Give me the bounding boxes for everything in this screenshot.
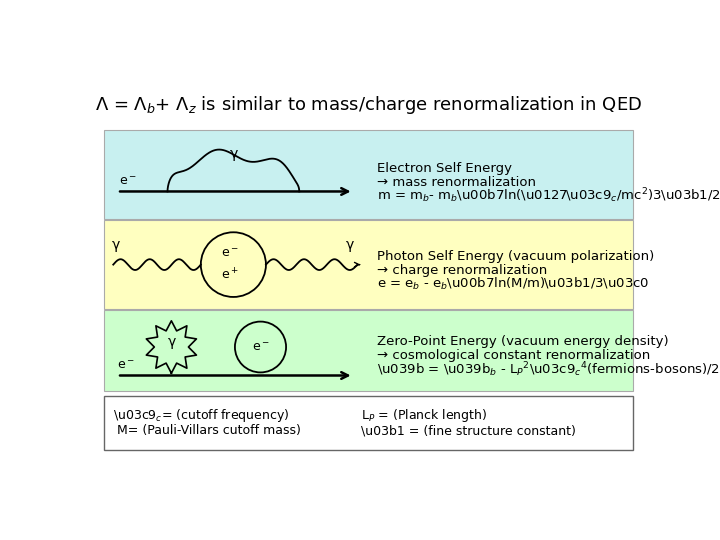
Text: γ: γ	[229, 147, 238, 161]
Text: γ: γ	[167, 335, 176, 349]
Text: e$^-$: e$^-$	[117, 359, 135, 372]
Text: m = m$_b$- m$_b$\u00b7ln(\u0127\u03c9$_c$/mc$^2$)3\u03b1/2\u03c0: m = m$_b$- m$_b$\u00b7ln(\u0127\u03c9$_c…	[377, 186, 720, 205]
Text: γ: γ	[112, 238, 120, 252]
Text: $\Lambda$ = $\Lambda_b$+ $\Lambda_z$ is similar to mass/charge renormalization i: $\Lambda$ = $\Lambda_b$+ $\Lambda_z$ is …	[95, 94, 643, 116]
Text: Electron Self Energy: Electron Self Energy	[377, 162, 512, 175]
Text: → cosmological constant renormalization: → cosmological constant renormalization	[377, 349, 650, 362]
Bar	[104, 396, 632, 450]
Bar	[104, 220, 632, 309]
Text: e$^-$: e$^-$	[220, 247, 238, 260]
Text: e = e$_b$ - e$_b$\u00b7ln(M/m)\u03b1/3\u03c0: e = e$_b$ - e$_b$\u00b7ln(M/m)\u03b1/3\u…	[377, 276, 649, 292]
Text: → mass renormalization: → mass renormalization	[377, 176, 536, 188]
Bar	[104, 130, 632, 219]
Text: e$^-$: e$^-$	[119, 174, 137, 187]
Text: Photon Self Energy (vacuum polarization): Photon Self Energy (vacuum polarization)	[377, 251, 654, 264]
Text: → charge renormalization: → charge renormalization	[377, 264, 547, 277]
Text: \u03c9$_c$= (cutoff frequency): \u03c9$_c$= (cutoff frequency)	[113, 407, 289, 424]
Text: e$^-$: e$^-$	[251, 341, 269, 354]
Text: e$^+$: e$^+$	[220, 268, 238, 283]
Text: γ: γ	[346, 238, 354, 252]
Text: M= (Pauli-Villars cutoff mass): M= (Pauli-Villars cutoff mass)	[113, 424, 301, 437]
Text: Zero-Point Energy (vacuum energy density): Zero-Point Energy (vacuum energy density…	[377, 335, 668, 348]
Bar	[104, 310, 632, 392]
Text: \u03b1 = (fine structure constant): \u03b1 = (fine structure constant)	[361, 424, 576, 437]
Text: \u039b = \u039b$_b$ - L$_P$$^2$\u03c9$_c$$^4$(fermions-bosons)/2\u03c0: \u039b = \u039b$_b$ - L$_P$$^2$\u03c9$_c…	[377, 360, 720, 379]
Text: L$_P$ = (Planck length): L$_P$ = (Planck length)	[361, 407, 487, 424]
